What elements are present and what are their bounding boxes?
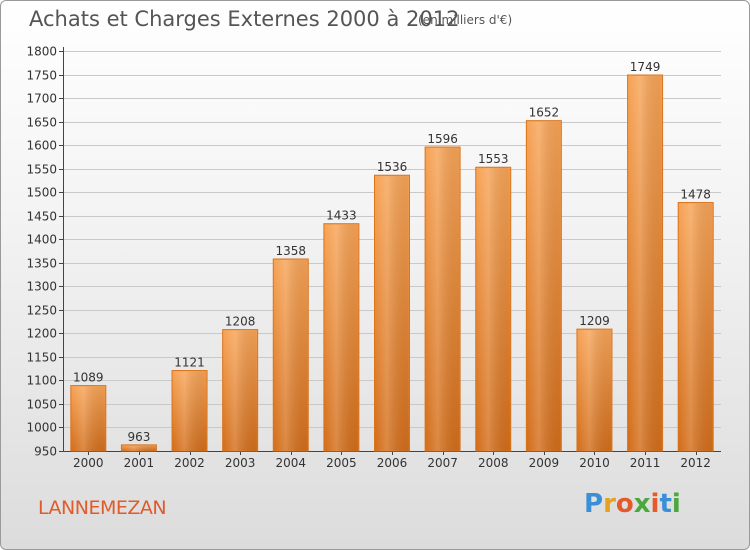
logo-letter: P (584, 489, 604, 519)
bar-highlight (476, 168, 510, 451)
y-tick-label: 950 (34, 445, 57, 459)
x-tick-label: 2007 (427, 456, 458, 470)
x-tick-label: 2006 (377, 456, 408, 470)
x-tick-label: 2000 (73, 456, 104, 470)
y-tick-label: 1000 (26, 421, 57, 435)
value-label: 1652 (529, 106, 560, 120)
bar-highlight (173, 371, 207, 451)
y-tick-label: 1800 (26, 45, 57, 59)
y-tick-label: 1450 (26, 210, 57, 224)
y-tick-label: 1050 (26, 398, 57, 412)
logo-letter: i (671, 489, 681, 519)
value-label: 1596 (427, 132, 458, 146)
commune-name: LANNEMEZAN (38, 497, 167, 519)
bar-highlight (577, 330, 611, 451)
x-tick-label: 2002 (174, 456, 205, 470)
y-tick-label: 1700 (26, 92, 57, 106)
bars (70, 74, 714, 452)
bar-highlight (274, 260, 308, 451)
bar-highlight (679, 203, 713, 451)
logo-letter: x (633, 489, 651, 519)
logo-letter: i (650, 489, 660, 519)
bar-highlight (426, 148, 460, 451)
chart-subtitle: (en milliers d'€) (418, 13, 513, 27)
x-tick-label: 2003 (225, 456, 256, 470)
x-tick-label: 2005 (326, 456, 357, 470)
y-tick-label: 1250 (26, 304, 57, 318)
x-tick-label: 2004 (275, 456, 306, 470)
bar-highlight (223, 330, 257, 451)
logo-letter: t (659, 489, 672, 519)
proxiti-logo: Proxiti (584, 489, 681, 519)
logo-letter: o (615, 489, 634, 519)
bar-highlight (71, 386, 105, 451)
value-label: 1089 (73, 371, 104, 385)
value-label: 1478 (680, 188, 711, 202)
value-label: 1749 (630, 60, 661, 74)
bar-highlight (375, 176, 409, 451)
y-tick-label: 1600 (26, 139, 57, 153)
y-tick-label: 1350 (26, 257, 57, 271)
x-tick-label: 2012 (680, 456, 711, 470)
x-tick-label: 2010 (579, 456, 610, 470)
y-tick-label: 1150 (26, 351, 57, 365)
y-tick-label: 1300 (26, 280, 57, 294)
bar-highlight (122, 445, 156, 451)
x-tick-label: 2009 (529, 456, 560, 470)
y-tick-label: 1650 (26, 116, 57, 130)
value-label: 1209 (579, 314, 610, 328)
x-tick-label: 2011 (630, 456, 661, 470)
y-tick-label: 1100 (26, 374, 57, 388)
value-label: 1121 (174, 356, 205, 370)
y-tick-label: 1550 (26, 163, 57, 177)
y-tick-label: 1200 (26, 327, 57, 341)
value-label: 1358 (275, 244, 306, 258)
bar-highlight (324, 224, 358, 451)
x-tick-label: 2001 (124, 456, 155, 470)
labels: 950 1000 1050 1100 1150 1200 1250 1300 1350 1400 1… (26, 45, 711, 471)
value-label: 963 (127, 430, 150, 444)
chart-title: Achats et Charges Externes 2000 à 2012 (29, 7, 460, 31)
logo-letter: r (603, 489, 616, 519)
bar-highlight (527, 121, 561, 451)
y-tick-label: 1750 (26, 69, 57, 83)
y-tick-label: 1500 (26, 186, 57, 200)
y-tick-label: 1400 (26, 233, 57, 247)
bar-highlight (628, 76, 662, 451)
value-label: 1553 (478, 152, 509, 166)
value-label: 1433 (326, 209, 357, 223)
value-label: 1208 (225, 315, 256, 329)
x-tick-label: 2008 (478, 456, 509, 470)
value-label: 1536 (377, 160, 408, 174)
